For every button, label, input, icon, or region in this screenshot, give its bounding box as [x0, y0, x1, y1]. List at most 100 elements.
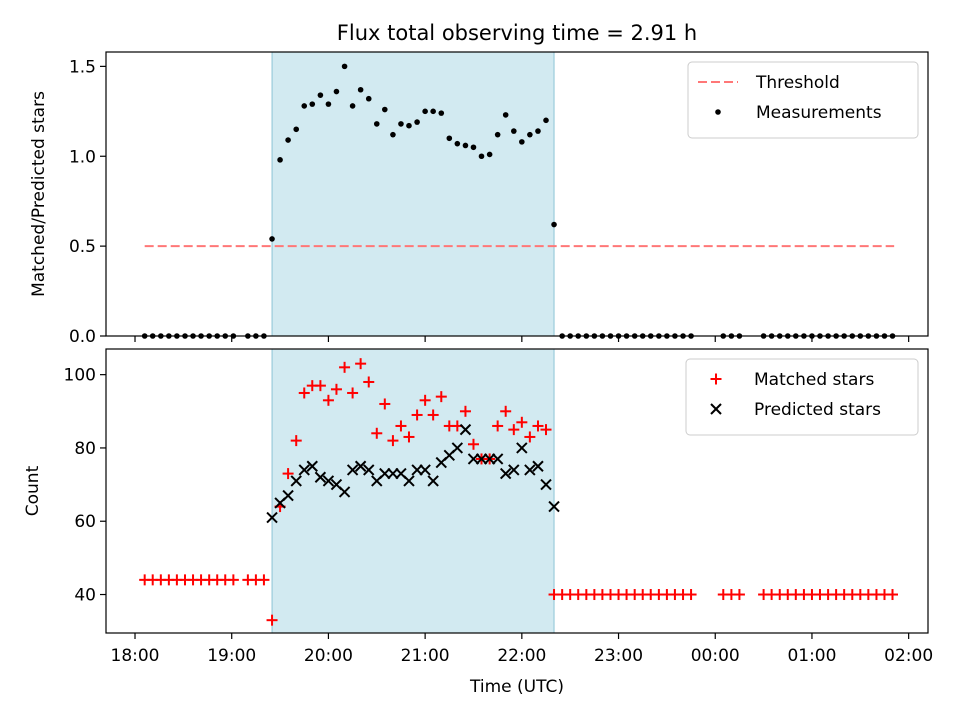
- data-point: [371, 427, 383, 439]
- y-tick-label: 100: [64, 366, 96, 386]
- x-b: [540, 478, 552, 491]
- data-point: [419, 394, 431, 406]
- x-b: [508, 464, 520, 476]
- x-tick-label: 02:00: [884, 646, 933, 666]
- data-point: [317, 92, 324, 98]
- data-point: [430, 108, 436, 115]
- data-point: [419, 464, 431, 476]
- data-point: [403, 475, 415, 487]
- data-point: [354, 460, 367, 472]
- data-point: [494, 131, 501, 138]
- data-point: [314, 380, 326, 392]
- x-b: [363, 464, 375, 476]
- series-matched-stars: [139, 358, 899, 626]
- legend-x-b: [710, 403, 722, 415]
- data-point: [365, 95, 372, 102]
- data-point: [502, 112, 509, 118]
- data-point: [341, 63, 348, 70]
- x-b: [499, 467, 512, 480]
- top-y-axis-label: Matched/Predicted stars: [29, 91, 49, 297]
- legend-label: Matched stars: [754, 370, 874, 390]
- data-point: [459, 423, 472, 436]
- y-tick-label: 1.5: [69, 57, 96, 77]
- legend-box: [685, 358, 919, 436]
- data-point: [269, 236, 275, 242]
- bottom-y-axis-label: Count: [23, 465, 43, 516]
- data-point: [470, 144, 477, 151]
- data-point: [500, 405, 512, 417]
- x-tick-label: 22:00: [497, 646, 546, 666]
- data-point: [551, 221, 557, 228]
- x-tick-label: 01:00: [787, 646, 836, 666]
- x-b: [338, 486, 351, 498]
- data-point: [306, 460, 318, 472]
- data-point: [382, 106, 388, 113]
- data-point: [438, 110, 445, 116]
- data-point: [355, 358, 367, 370]
- x-b: [459, 423, 472, 436]
- x-b: [532, 460, 544, 472]
- data-point: [349, 103, 356, 109]
- data-point: [258, 574, 270, 586]
- x-tick-label: 20:00: [304, 646, 353, 666]
- data-point: [548, 500, 560, 513]
- y-tick-label: 0.0: [69, 327, 96, 347]
- data-point: [309, 101, 316, 107]
- data-point: [298, 464, 310, 476]
- x-b: [427, 475, 439, 487]
- y-tick-label: 60: [74, 512, 96, 532]
- data-point: [347, 387, 359, 399]
- observing-span: [271, 51, 555, 337]
- x-axis-label: Time (UTC): [469, 677, 564, 697]
- data-point: [339, 361, 351, 373]
- data-point: [527, 131, 533, 138]
- x-b: [322, 475, 335, 487]
- data-point: [516, 416, 528, 428]
- data-point: [277, 157, 283, 163]
- data-point: [540, 478, 552, 491]
- observing-span: [271, 348, 555, 634]
- chart-title: Flux total observing time = 2.91 h: [337, 21, 697, 45]
- data-point: [532, 460, 544, 472]
- data-point: [414, 119, 420, 125]
- x-b: [403, 475, 415, 487]
- data-point: [535, 128, 541, 134]
- x-b: [451, 442, 464, 454]
- data-point: [282, 489, 294, 502]
- y-tick-label: 40: [74, 586, 96, 606]
- x-b: [419, 464, 431, 476]
- data-point: [446, 135, 453, 142]
- legend-label: Measurements: [756, 103, 882, 123]
- data-point: [325, 101, 332, 107]
- data-point: [467, 438, 479, 450]
- x-b: [298, 464, 310, 476]
- data-point: [516, 442, 528, 454]
- x-b: [548, 500, 560, 513]
- data-point: [540, 424, 552, 436]
- legend-box: [687, 61, 919, 139]
- axes-frame: [105, 348, 929, 634]
- x-b: [330, 478, 343, 491]
- x-tick-label: 00:00: [691, 646, 740, 666]
- data-point: [403, 431, 415, 443]
- legend-label: Predicted stars: [754, 400, 881, 420]
- data-point: [293, 126, 300, 133]
- data-point: [301, 103, 308, 109]
- data-point: [395, 420, 407, 432]
- data-point: [519, 139, 525, 145]
- data-point: [411, 409, 423, 421]
- data-point: [322, 475, 335, 487]
- x-b: [475, 453, 488, 465]
- top-panel: 0.0 0.5 1.0 1.5 Threshold Measurements: [69, 51, 929, 347]
- data-point: [390, 131, 396, 138]
- data-point: [282, 468, 294, 480]
- data-point: [298, 387, 310, 399]
- data-point: [435, 391, 447, 403]
- data-point: [406, 122, 412, 129]
- x-tick-label: 19:00: [207, 646, 256, 666]
- data-point: [427, 409, 439, 421]
- legend-label: Threshold: [755, 73, 840, 93]
- legend: Matched stars Predicted stars: [685, 358, 919, 436]
- data-point: [491, 453, 504, 465]
